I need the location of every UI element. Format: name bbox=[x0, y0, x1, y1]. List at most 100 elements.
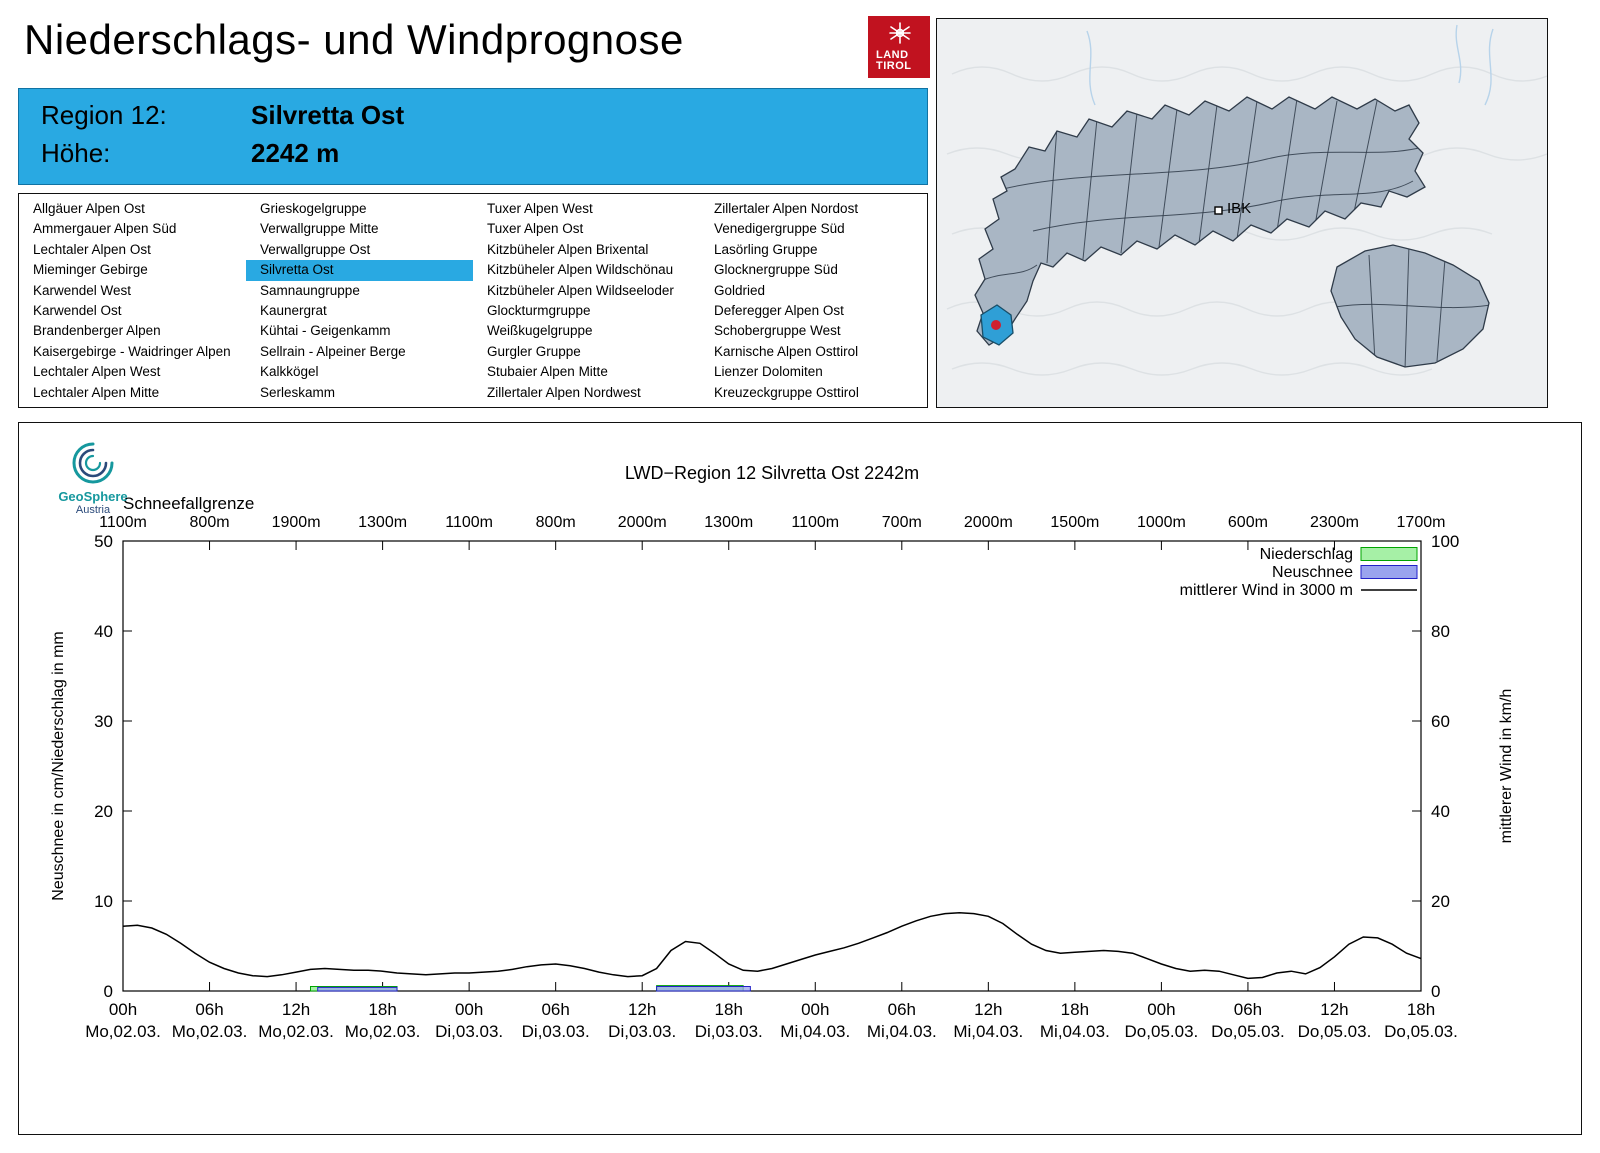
region-list-item[interactable]: Lechtaler Alpen Ost bbox=[33, 241, 151, 257]
region-list-item[interactable]: Gurgler Gruppe bbox=[487, 343, 581, 359]
region-list-item[interactable]: Venedigergruppe Süd bbox=[714, 221, 845, 237]
region-list-item[interactable]: Deferegger Alpen Ost bbox=[714, 302, 844, 318]
legend-label: mittlerer Wind in 3000 m bbox=[1180, 582, 1353, 599]
snowline-value-label: 2000m bbox=[618, 514, 667, 531]
region-list-item[interactable]: Zillertaler Alpen Nordwest bbox=[487, 384, 641, 400]
snowline-value-label: 700m bbox=[882, 514, 922, 531]
region-list-item[interactable]: Kaisergebirge - Waidringer Alpen bbox=[33, 343, 231, 359]
region-list-item[interactable]: Schobergruppe West bbox=[714, 323, 841, 339]
region-list-item[interactable]: Ammergauer Alpen Süd bbox=[33, 221, 177, 237]
snowline-value-label: 800m bbox=[536, 514, 576, 531]
tirol-region-map[interactable]: IBK bbox=[936, 18, 1548, 408]
region-list-item[interactable]: Kaunergrat bbox=[260, 302, 327, 318]
elevation-row: Höhe: 2242 m bbox=[41, 138, 927, 176]
region-list-item[interactable]: Allgäuer Alpen Ost bbox=[33, 201, 145, 216]
snowline-value-label: 1300m bbox=[358, 514, 407, 531]
region-list-item[interactable]: Mieminger Gebirge bbox=[33, 262, 148, 278]
land-tirol-logo: LAND TIROL bbox=[868, 16, 930, 78]
region-list-item[interactable]: Stubaier Alpen Mitte bbox=[487, 364, 608, 380]
region-info-box: Region 12: Silvretta Ost Höhe: 2242 m bbox=[18, 88, 928, 185]
snowline-value-label: 1300m bbox=[704, 514, 753, 531]
x-tick-time-label: 00h bbox=[801, 1000, 829, 1019]
region-list-item[interactable]: Samnaungruppe bbox=[260, 282, 360, 298]
region-list-item[interactable]: Zillertaler Alpen Nordost bbox=[714, 201, 859, 216]
region-list-item[interactable]: Verwallgruppe Mitte bbox=[260, 221, 379, 237]
y-right-tick-label: 80 bbox=[1431, 622, 1450, 641]
region-list-item[interactable]: Tuxer Alpen Ost bbox=[487, 221, 584, 237]
y-left-tick-label: 40 bbox=[94, 622, 113, 641]
region-list-item[interactable]: Kitzbüheler Alpen Brixental bbox=[487, 241, 649, 257]
region-list-item[interactable]: Kreuzeckgruppe Osttirol bbox=[714, 384, 859, 400]
x-tick-time-label: 06h bbox=[195, 1000, 223, 1019]
ibk-label: IBK bbox=[1227, 200, 1251, 217]
x-tick-date-label: Mo,02.03. bbox=[172, 1022, 248, 1041]
snowline-label: Schneefallgrenze bbox=[123, 494, 254, 513]
x-tick-date-label: Mo,02.03. bbox=[85, 1022, 161, 1041]
region-list-item[interactable]: Verwallgruppe Ost bbox=[260, 241, 371, 257]
region-list-item[interactable]: Kalkkögel bbox=[260, 364, 319, 380]
snowline-value-label: 1100m bbox=[791, 514, 839, 531]
legend-label: Niederschlag bbox=[1260, 546, 1353, 563]
x-tick-time-label: 06h bbox=[888, 1000, 916, 1019]
snowline-value-label: 1700m bbox=[1397, 514, 1446, 531]
y-right-tick-label: 40 bbox=[1431, 802, 1450, 821]
neuschnee-bar bbox=[317, 986, 398, 992]
region-list-item[interactable]: Lechtaler Alpen West bbox=[33, 364, 161, 380]
y-right-axis-title: mittlerer Wind in km/h bbox=[1498, 689, 1515, 844]
elevation-label: Höhe: bbox=[41, 138, 111, 168]
wind-line bbox=[122, 911, 1422, 980]
region-list-item[interactable]: Karwendel Ost bbox=[33, 302, 122, 318]
snowline-value-label: 1000m bbox=[1137, 514, 1186, 531]
region-list-item[interactable]: Sellrain - Alpeiner Berge bbox=[260, 343, 406, 359]
region-column-3: Tuxer Alpen West Tuxer Alpen Ost Kitzbühel… bbox=[473, 199, 700, 407]
region-list-item[interactable]: Silvretta Ost bbox=[246, 260, 473, 281]
region-list-item[interactable]: Goldried bbox=[714, 282, 766, 298]
subregion-boundaries bbox=[980, 98, 1424, 282]
x-tick-time-label: 06h bbox=[541, 1000, 569, 1019]
x-tick-time-label: 06h bbox=[1234, 1000, 1262, 1019]
land-tirol-logo-text: LAND TIROL bbox=[876, 50, 924, 72]
page-title: Niederschlags- und Windprognose bbox=[24, 16, 684, 63]
x-tick-date-label: Mi,04.03. bbox=[953, 1022, 1023, 1041]
region-list-item[interactable]: Tuxer Alpen West bbox=[487, 201, 593, 216]
snowline-value-label: 600m bbox=[1228, 514, 1268, 531]
x-tick-time-label: 12h bbox=[282, 1000, 310, 1019]
east-tirol-boundaries bbox=[1334, 245, 1489, 367]
region-list-item[interactable]: Serleskamm bbox=[260, 384, 336, 400]
region-list-item[interactable]: Glocknergruppe Süd bbox=[714, 262, 838, 278]
x-tick-time-label: 00h bbox=[109, 1000, 137, 1019]
x-tick-date-label: Do,05.03. bbox=[1211, 1022, 1285, 1041]
forecast-chart: LWD−Region 12 Silvretta Ost 2242m Schneef… bbox=[50, 463, 1515, 1041]
region-column-2: Grieskogelgruppe Verwallgruppe Mitte Verwa… bbox=[246, 199, 473, 407]
x-tick-time-label: 00h bbox=[1147, 1000, 1175, 1019]
y-left-tick-label: 50 bbox=[94, 532, 113, 551]
region-list-item[interactable]: Brandenberger Alpen bbox=[33, 323, 161, 339]
region-list-item[interactable]: Kühtai - Geigenkamm bbox=[260, 323, 391, 339]
region-list-item[interactable]: Karnische Alpen Osttirol bbox=[714, 343, 859, 359]
region-list-item[interactable]: Kitzbüheler Alpen Wildseeloder bbox=[487, 282, 674, 298]
forecast-chart-panel: GeoSphere Austria LWD−Region 12 Silvrett… bbox=[18, 422, 1582, 1135]
region-list-item[interactable]: Karwendel West bbox=[33, 282, 132, 298]
y-right-tick-label: 100 bbox=[1431, 532, 1459, 551]
region-list-item[interactable]: Kitzbüheler Alpen Wildschönau bbox=[487, 262, 674, 278]
x-tick-date-label: Do,05.03. bbox=[1298, 1022, 1372, 1041]
x-tick-date-label: Di,03.03. bbox=[695, 1022, 763, 1041]
x-tick-date-label: Mi,04.03. bbox=[867, 1022, 937, 1041]
region-list-item[interactable]: Lasörling Gruppe bbox=[714, 241, 818, 257]
region-list-item[interactable]: Glockturmgruppe bbox=[487, 302, 591, 318]
x-tick-time-label: 00h bbox=[455, 1000, 483, 1019]
region-list-item[interactable]: Grieskogelgruppe bbox=[260, 201, 367, 216]
x-tick-time-label: 18h bbox=[368, 1000, 396, 1019]
region-list-item[interactable]: Lienzer Dolomiten bbox=[714, 364, 823, 380]
logo-text-land: LAND bbox=[876, 49, 909, 61]
region-list-item[interactable]: Weißkugelgruppe bbox=[487, 323, 593, 339]
snowline-value-label: 1500m bbox=[1050, 514, 1099, 531]
snowline-value-label: 2300m bbox=[1310, 514, 1359, 531]
tirol-emblem-icon bbox=[889, 22, 911, 44]
north-tirol-region[interactable] bbox=[974, 96, 1426, 346]
x-tick-date-label: Di,03.03. bbox=[522, 1022, 590, 1041]
geosphere-country: Austria bbox=[75, 504, 111, 516]
snowline-value-label: 1900m bbox=[272, 514, 321, 531]
region-list-item[interactable]: Lechtaler Alpen Mitte bbox=[33, 384, 160, 400]
x-tick-date-label: Mo,02.03. bbox=[345, 1022, 421, 1041]
